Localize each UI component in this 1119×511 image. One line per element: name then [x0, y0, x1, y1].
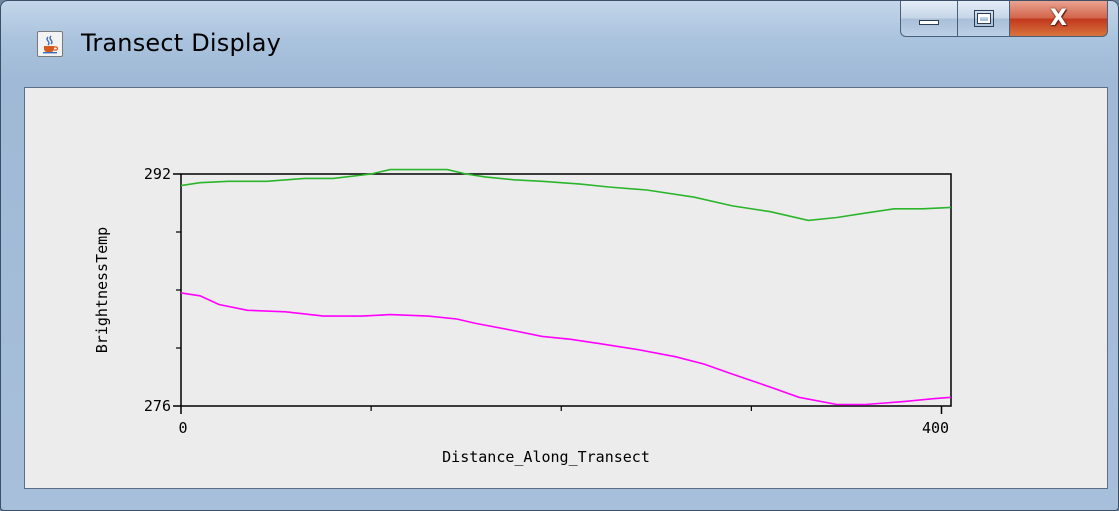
plot-border	[180, 173, 952, 407]
minimize-button[interactable]	[900, 1, 958, 37]
maximize-button[interactable]	[958, 1, 1010, 37]
y-tick-label: 276	[144, 397, 171, 415]
java-cup-icon[interactable]	[37, 31, 63, 57]
title-bar[interactable]: Transect Display X	[1, 1, 1118, 81]
window-title: Transect Display	[81, 29, 282, 57]
x-tick-label: 400	[922, 419, 949, 437]
java-cup-glyph	[43, 35, 59, 54]
series-line-1	[180, 168, 952, 222]
maximize-icon	[974, 10, 994, 27]
close-button[interactable]: X	[1010, 1, 1108, 37]
close-icon: X	[1050, 6, 1067, 31]
x-tick-label: 0	[178, 419, 187, 437]
caption-buttons: X	[900, 1, 1108, 37]
y-axis-label: BrightnessTemp	[93, 227, 111, 353]
y-tick-label: 292	[144, 165, 171, 183]
x-axis-label: Distance_Along_Transect	[442, 448, 650, 466]
plot-frame	[180, 173, 952, 407]
transect-chart: 292 276 0 400 BrightnessTemp Distance_Along…	[93, 165, 952, 466]
series-line-2	[180, 292, 952, 406]
transect-panel: 292 276 0 400 BrightnessTemp Distance_Along…	[24, 87, 1108, 489]
minimize-icon	[919, 20, 939, 25]
